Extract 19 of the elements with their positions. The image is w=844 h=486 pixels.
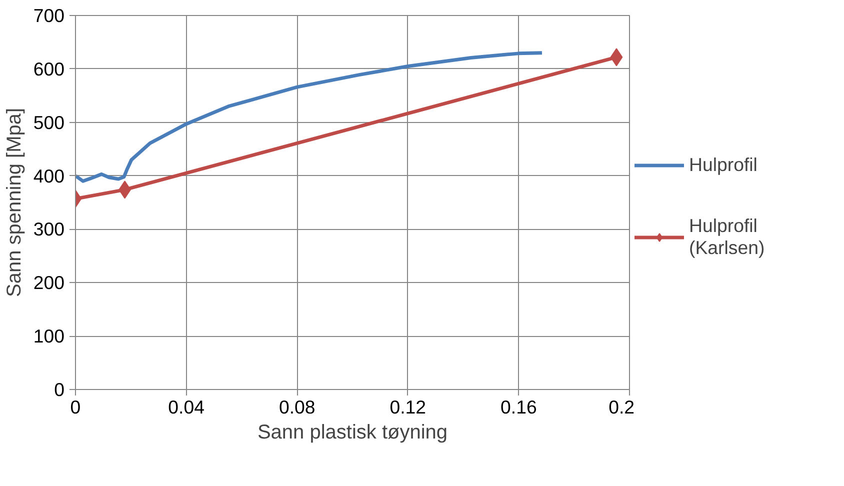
line-series [76, 51, 544, 183]
y-axis-title: Sann spenning [Mpa] [3, 108, 26, 298]
y-tick-label: 100 [33, 326, 65, 347]
x-tick-label: 0.04 [168, 396, 204, 418]
y-tick-label: 600 [33, 58, 65, 80]
x-tick-label: 0 [70, 396, 81, 418]
legend-label: Hulprofil (Karlsen) [689, 215, 765, 259]
y-tick-label: 500 [33, 112, 65, 133]
y-tick-label: 400 [33, 165, 65, 186]
x-tick-label: 0.16 [500, 396, 537, 418]
y-tick-label: 200 [33, 272, 65, 294]
x-tick-label: 0.12 [390, 396, 426, 418]
x-tick-label: 0.2 [608, 396, 635, 418]
y-tick-label: 700 [33, 5, 65, 26]
x-tick-label: 0.08 [278, 396, 316, 418]
legend-label: Hulprofil [689, 153, 758, 177]
x-axis-title: Sann plastisk tøyning [257, 422, 448, 444]
y-tick-label: 300 [33, 218, 65, 240]
y-tick-label: 0 [54, 379, 65, 400]
